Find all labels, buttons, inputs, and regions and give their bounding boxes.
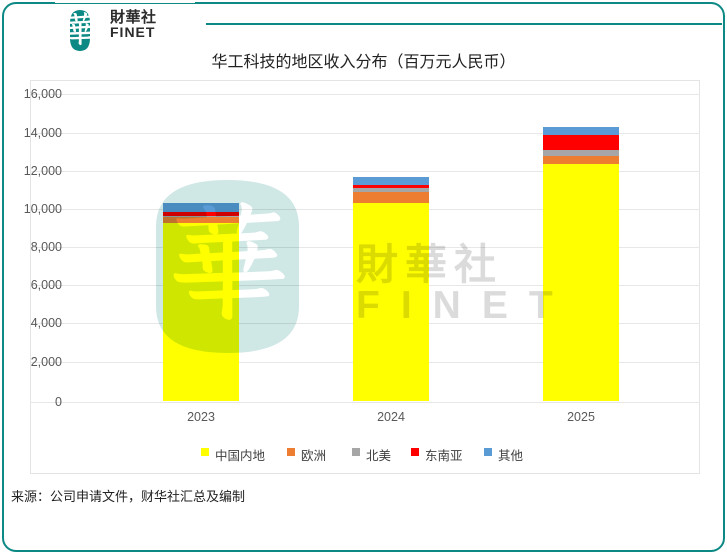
svg-text:華: 華 bbox=[63, 8, 98, 51]
svg-text:華: 華 bbox=[166, 180, 291, 341]
